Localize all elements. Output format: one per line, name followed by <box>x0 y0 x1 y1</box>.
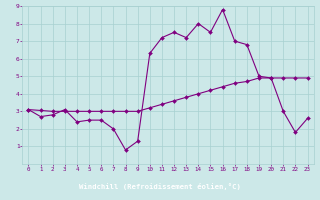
Text: Windchill (Refroidissement éolien,°C): Windchill (Refroidissement éolien,°C) <box>79 184 241 190</box>
